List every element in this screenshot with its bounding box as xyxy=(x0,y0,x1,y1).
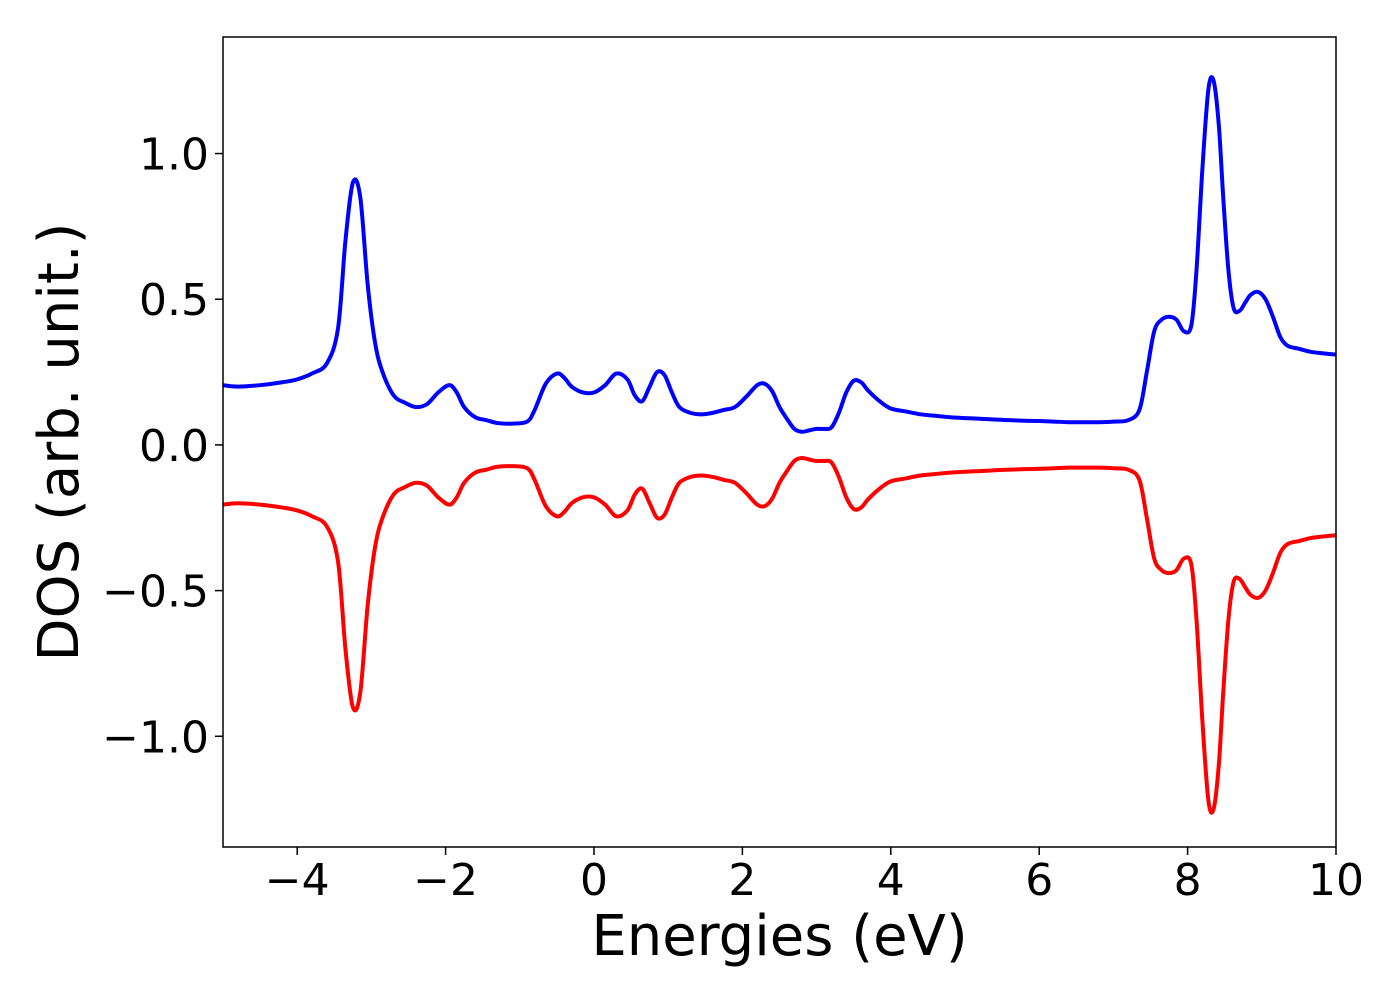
plot-frame xyxy=(222,36,1337,848)
x-tick-label: −4 xyxy=(265,855,330,906)
y-tick-label: 0.0 xyxy=(139,421,209,472)
x-axis-title: Energies (eV) xyxy=(591,904,967,969)
y-tick-label: −1.0 xyxy=(102,712,209,763)
x-tick-label: 2 xyxy=(728,855,756,906)
y-tick-label: −0.5 xyxy=(102,567,209,618)
y-axis-title: DOS (arb. unit.) xyxy=(27,222,92,661)
y-tick-label: 1.0 xyxy=(139,130,209,181)
x-tick-label: 4 xyxy=(877,855,905,906)
series-line-spin-down xyxy=(223,456,1336,815)
x-tick-label: 0 xyxy=(580,855,608,906)
series-line-spin-up xyxy=(223,75,1336,434)
y-axis-ticks: 1.0 0.5 0.0 −0.5 −1.0 xyxy=(102,130,223,763)
series-layer xyxy=(223,75,1336,815)
x-tick-label: −2 xyxy=(413,855,478,906)
x-tick-label: 10 xyxy=(1308,855,1364,906)
x-axis-ticks: −4 −2 0 2 4 6 8 10 xyxy=(265,847,1364,906)
x-tick-label: 6 xyxy=(1025,855,1053,906)
x-tick-label: 8 xyxy=(1174,855,1202,906)
y-tick-label: 0.5 xyxy=(139,275,209,326)
